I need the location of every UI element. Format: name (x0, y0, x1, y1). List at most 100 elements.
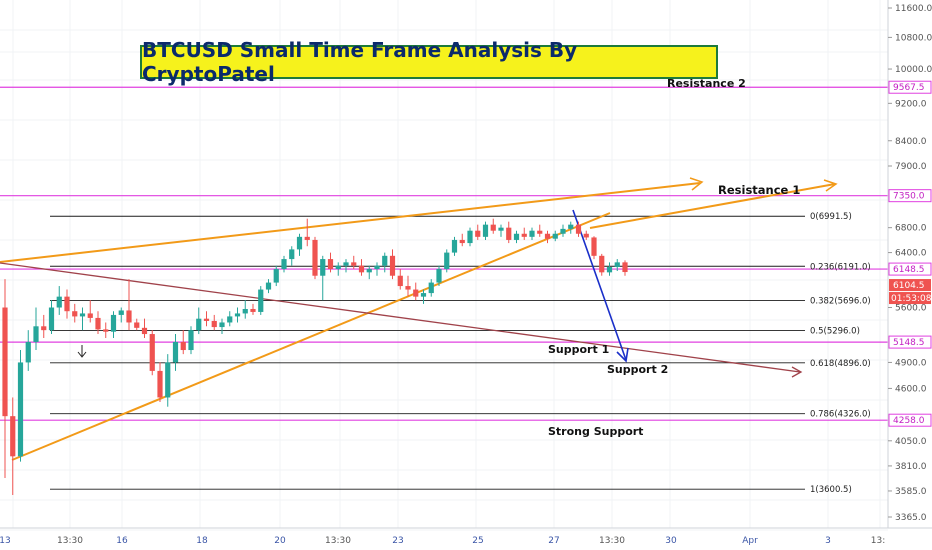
time-tick-label: 18 (196, 536, 208, 546)
candle-body (188, 330, 194, 351)
level-tag-label: 9567.5 (893, 83, 925, 93)
wedge-upper-arrowhead (689, 177, 704, 191)
time-axis: 13 13:30 16 18 20 13:30 23 25 27 13:30 30 Apr 3 13: (0, 527, 932, 546)
resistance-extension-arrowhead (823, 179, 838, 192)
level-tag-label: 4258.0 (893, 416, 925, 426)
countdown-tag (889, 292, 931, 305)
level-tag (888, 262, 932, 276)
candle-body (420, 293, 427, 297)
candle-body (537, 230, 543, 234)
candlesticks (2, 218, 628, 495)
candle-body (327, 259, 334, 269)
candle-body (265, 282, 272, 290)
candle-body (374, 265, 380, 269)
resistance-1-label: Resistance 1 (718, 183, 801, 197)
candle-body (444, 252, 450, 269)
candle-body (296, 236, 303, 250)
candle-body (141, 327, 148, 335)
wedge-lower-line (11, 212, 611, 461)
time-tick-label: 13:30 (599, 536, 625, 546)
time-tick-label: 27 (548, 536, 559, 546)
candle-body (606, 266, 613, 273)
candle-body (48, 307, 55, 331)
candle-body (475, 230, 481, 237)
fib-label: 0.5(5296.0) (810, 326, 860, 336)
candle-body (10, 416, 16, 457)
candle-body (343, 262, 349, 266)
candle-body (203, 318, 210, 321)
candle-body (304, 236, 310, 240)
candle-body (498, 227, 504, 231)
candle-body (583, 233, 589, 238)
candle-body (451, 239, 458, 253)
candle-body (126, 310, 132, 323)
candle-body (622, 262, 628, 273)
price-tick-label: 10000.0 (895, 65, 932, 75)
time-tick-label: 23 (392, 536, 403, 546)
price-tick-label: 3810.0 (895, 462, 927, 472)
candle-body (413, 289, 419, 297)
candle-body (242, 308, 248, 314)
candle-body (79, 313, 86, 317)
candle-body (56, 296, 62, 308)
candle-body (103, 329, 109, 332)
fib-label: 0.236(6191.0) (810, 262, 871, 272)
candle-body (180, 341, 186, 351)
candle-body (568, 224, 574, 229)
price-tick-label: 8400.0 (895, 137, 927, 147)
grid (0, 0, 888, 531)
price-tick-label: 9200.0 (895, 99, 927, 109)
price-tick-label: 6800.0 (895, 224, 927, 234)
candle-body (25, 341, 31, 363)
resistance-2-label: Resistance 2 (667, 77, 746, 90)
fib-label: 1(3600.5) (810, 485, 852, 495)
price-tick-label: 4600.0 (895, 384, 927, 394)
time-tick-label: 13:30 (325, 536, 351, 546)
candle-body (513, 233, 520, 240)
price-tick-label: 5600.0 (895, 304, 927, 314)
candle-body (436, 268, 442, 283)
price-tick-label: 7900.0 (895, 162, 927, 172)
candle-body (33, 326, 39, 342)
down-arrowhead (77, 351, 87, 358)
candle-body (591, 237, 597, 256)
candle-body (172, 341, 179, 363)
candle-body (95, 317, 101, 330)
time-tick-label: 16 (116, 536, 128, 546)
level-tag (888, 335, 932, 349)
candle-body (560, 228, 566, 234)
candle-body (41, 326, 47, 331)
wedge-upper-line (0, 182, 701, 263)
time-tick-label: 3 (825, 536, 831, 546)
price-tick-label: 11600.0 (895, 4, 932, 14)
time-tick-label: 13 (0, 536, 11, 546)
candle-body (552, 233, 558, 239)
candle-body (134, 322, 140, 328)
candle-body (405, 286, 411, 290)
support-1-label: Support 1 (548, 343, 610, 356)
candle-body (506, 227, 512, 240)
candle-body (273, 268, 279, 283)
level-tag (888, 413, 932, 427)
descending-trend-line (0, 262, 801, 373)
candle-body (397, 275, 403, 287)
candle-body (227, 316, 233, 323)
candle-body (149, 334, 155, 371)
candle-body (521, 233, 527, 237)
candle-body (382, 255, 388, 266)
candle-body (289, 249, 295, 260)
time-tick-label: 30 (665, 536, 677, 546)
candle-body (312, 239, 318, 276)
candle-body (575, 224, 582, 234)
fib-label: 0.618(4896.0) (810, 359, 871, 369)
candle-body (389, 255, 396, 276)
time-tick-label: 25 (472, 536, 483, 546)
candle-body (211, 320, 217, 328)
price-tick-label: 10800.0 (895, 33, 932, 43)
level-tag (888, 189, 932, 203)
chart-title: BTCUSD Small Time Frame Analysis By Cryp… (140, 38, 718, 86)
trendlines (0, 177, 838, 461)
level-tag-label: 6148.5 (893, 265, 925, 275)
candle-body (234, 313, 241, 317)
